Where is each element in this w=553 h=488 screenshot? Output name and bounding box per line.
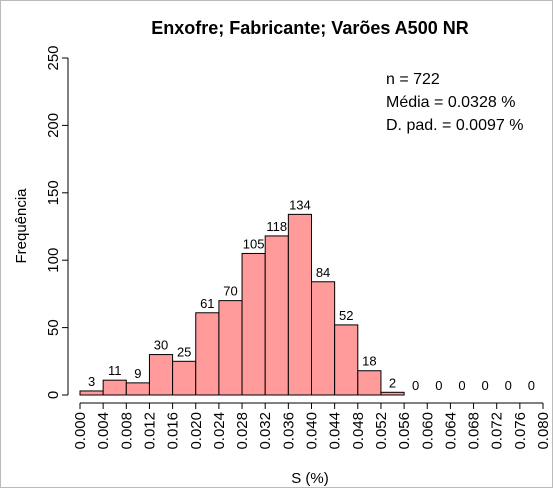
- bar: [357, 370, 382, 396]
- x-tick-label: 0.048: [350, 412, 367, 450]
- bar: [79, 390, 104, 396]
- bar-label: 18: [362, 354, 376, 369]
- bar-label: 25: [177, 344, 191, 359]
- y-tick-label: 200: [45, 113, 62, 138]
- y-tick-label: 150: [45, 180, 62, 205]
- y-tick-label: 100: [45, 248, 62, 273]
- bar-label: 30: [154, 338, 168, 353]
- bar: [102, 379, 127, 396]
- x-tick-label: 0.004: [95, 412, 112, 450]
- x-tick-label: 0.068: [466, 412, 483, 450]
- x-tick-label: 0.064: [442, 412, 459, 450]
- bar: [380, 391, 405, 396]
- bar-label: 105: [243, 236, 265, 251]
- x-tick-label: 0.040: [304, 412, 321, 450]
- bar: [148, 354, 174, 396]
- x-tick-label: 0.000: [72, 412, 89, 450]
- bar: [172, 360, 197, 396]
- x-tick-label: 0.044: [327, 412, 344, 450]
- bar-label: 0: [435, 378, 442, 393]
- y-axis-label: Frequência: [13, 188, 30, 264]
- bar-label: 70: [223, 284, 237, 299]
- x-tick-label: 0.072: [489, 412, 506, 450]
- y-tick-label: 250: [45, 45, 62, 70]
- bar-label: 118: [266, 219, 287, 234]
- bar-label: 0: [458, 378, 465, 393]
- bar-label: 3: [88, 374, 95, 389]
- annotation: n = 722: [386, 71, 440, 88]
- x-tick-label: 0.052: [373, 412, 390, 450]
- bar-label: 61: [200, 296, 214, 311]
- bar-label: 11: [108, 363, 122, 378]
- x-tick-label: 0.028: [234, 412, 251, 450]
- x-tick-label: 0.060: [419, 412, 436, 450]
- y-tick-label: 0: [45, 391, 62, 399]
- bar: [195, 312, 220, 396]
- annotation: D. pad. = 0.0097 %: [386, 117, 523, 134]
- x-axis-label: S (%): [291, 470, 329, 487]
- chart-title: Enxofre; Fabricante; Varões A500 NR: [151, 18, 468, 38]
- bar: [241, 252, 266, 396]
- bar: [287, 213, 313, 396]
- y-tick-label: 50: [45, 319, 62, 336]
- x-tick-label: 0.032: [257, 412, 274, 450]
- x-tick-label: 0.012: [141, 412, 158, 450]
- x-tick-label: 0.008: [118, 412, 135, 450]
- x-tick-label: 0.080: [535, 412, 552, 450]
- x-tick-label: 0.056: [396, 412, 413, 450]
- x-tick-label: 0.024: [211, 412, 228, 450]
- bar: [334, 324, 359, 396]
- x-tick-label: 0.020: [188, 412, 205, 450]
- annotation: Média = 0.0328 %: [386, 94, 515, 111]
- x-tick-label: 0.016: [165, 412, 182, 450]
- bar-label: 0: [505, 378, 512, 393]
- x-tick-label: 0.036: [280, 412, 297, 450]
- bar-label: 84: [316, 265, 330, 280]
- bar: [218, 300, 243, 396]
- bar-label: 134: [289, 197, 311, 212]
- bar-label: 0: [528, 378, 535, 393]
- bar-label: 0: [482, 378, 489, 393]
- bar: [311, 281, 336, 396]
- bar-label: 0: [412, 378, 419, 393]
- bar-label: 2: [389, 375, 396, 390]
- bar-label: 9: [134, 366, 141, 381]
- x-tick-label: 0.076: [512, 412, 529, 450]
- bar: [264, 235, 289, 396]
- bar-label: 52: [339, 308, 353, 323]
- bar: [125, 382, 150, 396]
